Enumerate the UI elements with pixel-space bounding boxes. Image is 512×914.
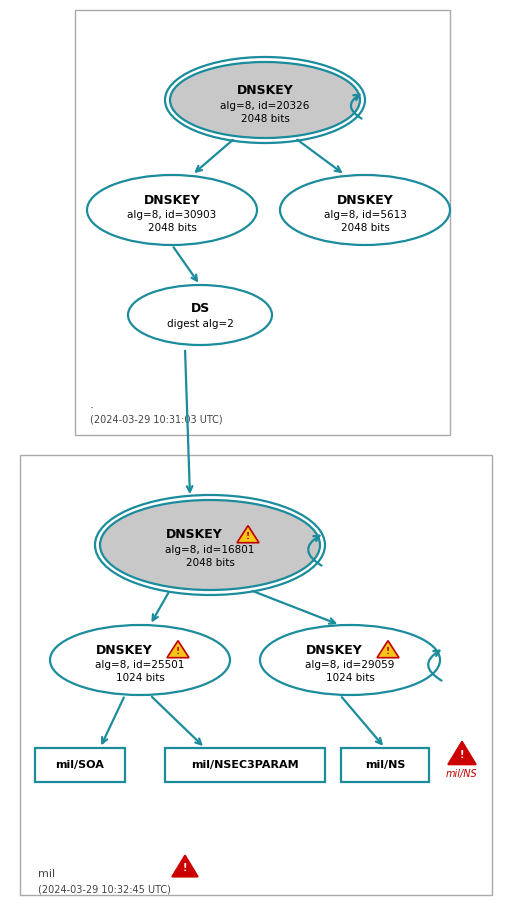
Text: !: ! — [176, 646, 180, 655]
Ellipse shape — [50, 625, 230, 695]
Text: !: ! — [183, 864, 187, 873]
Text: !: ! — [460, 750, 464, 760]
Polygon shape — [237, 526, 259, 543]
Text: DNSKEY: DNSKEY — [306, 643, 362, 656]
Polygon shape — [377, 641, 399, 658]
Ellipse shape — [100, 500, 320, 590]
Text: mil/NS: mil/NS — [365, 760, 405, 770]
Text: alg=8, id=5613: alg=8, id=5613 — [324, 210, 407, 220]
Text: .: . — [90, 399, 94, 411]
Text: 1024 bits: 1024 bits — [116, 673, 164, 683]
Text: digest alg=2: digest alg=2 — [166, 319, 233, 329]
Text: DNSKEY: DNSKEY — [144, 194, 200, 207]
Text: alg=8, id=30903: alg=8, id=30903 — [127, 210, 217, 220]
Text: 2048 bits: 2048 bits — [241, 114, 289, 124]
FancyBboxPatch shape — [341, 748, 429, 782]
Text: alg=8, id=25501: alg=8, id=25501 — [95, 660, 185, 670]
Text: DNSKEY: DNSKEY — [237, 83, 293, 97]
Text: DNSKEY: DNSKEY — [165, 528, 222, 541]
Text: !: ! — [246, 532, 250, 540]
Text: (2024-03-29 10:31:03 UTC): (2024-03-29 10:31:03 UTC) — [90, 415, 223, 425]
Text: DNSKEY: DNSKEY — [96, 643, 153, 656]
Text: mil: mil — [38, 869, 55, 879]
Text: alg=8, id=29059: alg=8, id=29059 — [305, 660, 395, 670]
Polygon shape — [172, 856, 198, 877]
Text: mil/SOA: mil/SOA — [56, 760, 104, 770]
Text: DNSKEY: DNSKEY — [336, 194, 393, 207]
Polygon shape — [167, 641, 189, 658]
Text: DS: DS — [190, 302, 209, 314]
Text: 1024 bits: 1024 bits — [326, 673, 374, 683]
Ellipse shape — [128, 285, 272, 345]
Ellipse shape — [280, 175, 450, 245]
Ellipse shape — [260, 625, 440, 695]
Text: alg=8, id=20326: alg=8, id=20326 — [220, 101, 310, 111]
Ellipse shape — [87, 175, 257, 245]
Text: mil/NSEC3PARAM: mil/NSEC3PARAM — [191, 760, 299, 770]
Text: 2048 bits: 2048 bits — [185, 558, 234, 568]
Bar — [75, 10, 450, 435]
Text: 2048 bits: 2048 bits — [147, 223, 197, 233]
FancyBboxPatch shape — [35, 748, 125, 782]
Ellipse shape — [170, 62, 360, 138]
Text: mil/NS: mil/NS — [446, 769, 478, 779]
FancyBboxPatch shape — [165, 748, 325, 782]
Polygon shape — [448, 741, 476, 764]
Text: (2024-03-29 10:32:45 UTC): (2024-03-29 10:32:45 UTC) — [38, 884, 171, 894]
Text: !: ! — [386, 646, 390, 655]
Bar — [20, 455, 492, 895]
Text: 2048 bits: 2048 bits — [340, 223, 390, 233]
Text: alg=8, id=16801: alg=8, id=16801 — [165, 545, 254, 555]
